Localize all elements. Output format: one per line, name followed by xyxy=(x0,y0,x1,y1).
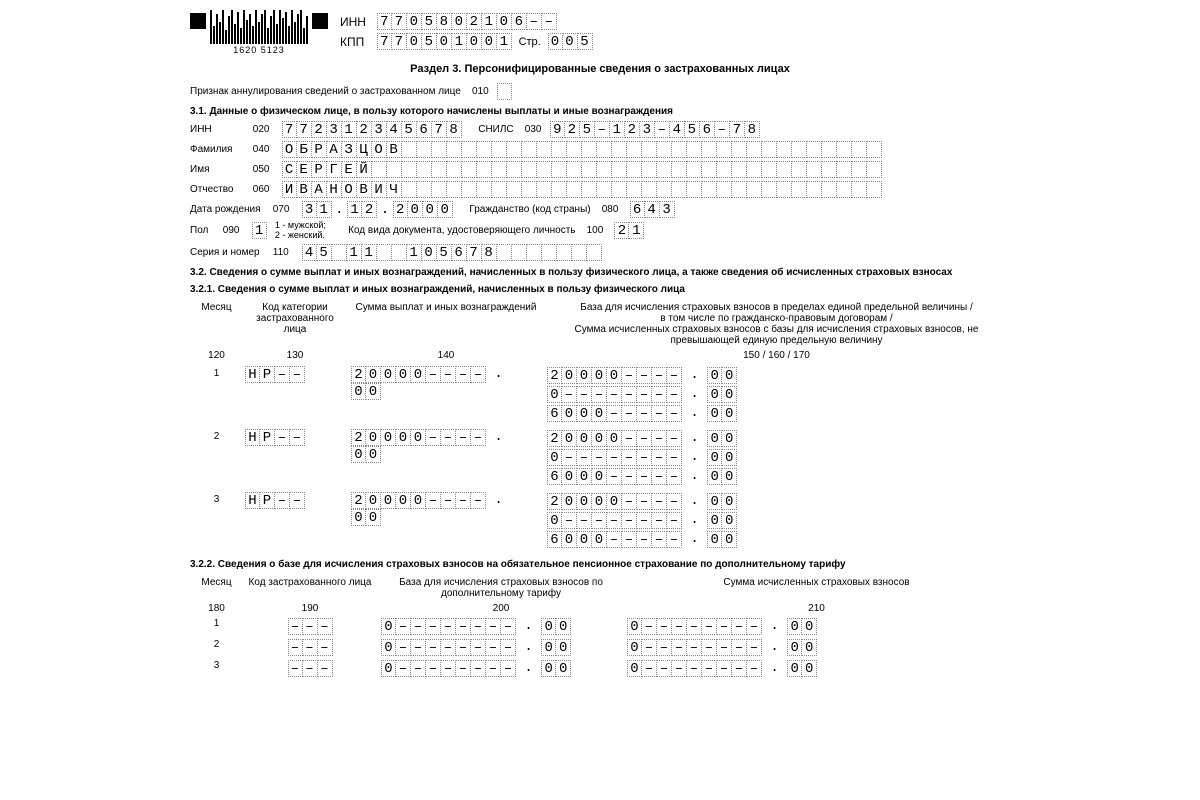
dob-dd: 31 xyxy=(302,201,332,218)
citiz-label: Гражданство (код страны) xyxy=(469,204,590,215)
citiz-cells: 643 xyxy=(630,201,675,218)
barcode-block: 1620 5123 xyxy=(190,10,328,55)
otch-code: 060 xyxy=(253,184,279,195)
form-header: 1620 5123 ИНН 7705802106–– КПП 770501001… xyxy=(190,10,1010,55)
snils-cells: 925–123–456–78 xyxy=(550,121,760,138)
s321-title: 3.2.1. Сведения о сумме выплат и иных во… xyxy=(190,284,1010,295)
annul-cell xyxy=(497,83,512,100)
s322-h1: Месяц xyxy=(192,576,241,600)
section-title: Раздел 3. Персонифицированные сведения о… xyxy=(190,63,1010,75)
p-inn-code: 020 xyxy=(253,124,279,135)
inn-label: ИНН xyxy=(340,15,374,29)
s322-title: 3.2.2. Сведения о базе для исчисления ст… xyxy=(190,559,1010,570)
dob-code: 070 xyxy=(273,204,299,215)
ser-label: Серия и номер xyxy=(190,247,270,258)
citiz-code: 080 xyxy=(602,204,619,215)
annul-label: Признак аннулирования сведений о застрах… xyxy=(190,86,461,97)
inn-cells: 7705802106–– xyxy=(377,13,557,30)
p-inn-cells: 772312345678 xyxy=(282,121,462,138)
s32-title: 3.2. Сведения о сумме выплат и иных возн… xyxy=(190,267,1010,278)
page-cells: 005 xyxy=(548,33,593,50)
kpp-label: КПП xyxy=(340,35,374,49)
sex-cells: 1 xyxy=(252,222,267,239)
kpp-cells: 770501001 xyxy=(377,33,512,50)
form-page: 1620 5123 ИНН 7705802106–– КПП 770501001… xyxy=(190,10,1010,680)
barcode-number: 1620 5123 xyxy=(210,45,308,55)
s322-h2: Код застрахованного лица xyxy=(243,576,377,600)
s321-h1: Месяц xyxy=(192,301,241,347)
sex-label: Пол xyxy=(190,225,220,236)
name-cells: СЕРГЕЙ xyxy=(282,161,882,178)
fam-cells: ОБРАЗЦОВ xyxy=(282,141,882,158)
fam-label: Фамилия xyxy=(190,144,250,155)
annul-row: Признак аннулирования сведений о застрах… xyxy=(190,83,1010,100)
s31-title: 3.1. Данные о физическом лице, в пользу … xyxy=(190,106,1010,117)
doc-code: 100 xyxy=(587,225,604,236)
sex-hint: 1 - мужской;2 - женский. xyxy=(275,221,326,241)
dob-label: Дата рождения xyxy=(190,204,270,215)
s321-h4: База для исчисления страховых взносов в … xyxy=(545,301,1008,347)
otch-label: Отчество xyxy=(190,184,250,195)
barcode: 1620 5123 xyxy=(210,10,308,55)
dob-yyyy: 2000 xyxy=(393,201,453,218)
snils-label: СНИЛС xyxy=(478,124,513,135)
s321-h3: Сумма выплат и иных вознаграждений xyxy=(349,301,543,347)
ser-cells: 4511105678 xyxy=(302,244,602,261)
page-label: Стр. xyxy=(519,36,541,48)
s321-h2: Код категории застрахованного лица xyxy=(243,301,347,347)
marker-left xyxy=(190,13,206,29)
marker-right xyxy=(312,13,328,29)
doc-cells: 21 xyxy=(614,222,644,239)
annul-code: 010 xyxy=(472,86,489,97)
sex-code: 090 xyxy=(223,225,249,236)
fam-code: 040 xyxy=(253,144,279,155)
dob-mm: 12 xyxy=(347,201,377,218)
s321-table: Месяц Код категории застрахованного лица… xyxy=(190,299,1010,553)
s322-h3: База для исчисления страховых взносов по… xyxy=(379,576,623,600)
ser-code: 110 xyxy=(273,247,299,258)
snils-code: 030 xyxy=(525,124,542,135)
doc-label: Код вида документа, удостоверяющего личн… xyxy=(348,225,575,236)
s322-table: Месяц Код застрахованного лица База для … xyxy=(190,574,1010,680)
name-code: 050 xyxy=(253,164,279,175)
s322-h4: Сумма исчисленных страховых взносов xyxy=(625,576,1008,600)
name-label: Имя xyxy=(190,164,250,175)
p-inn-label: ИНН xyxy=(190,124,250,135)
otch-cells: ИВАНОВИЧ xyxy=(282,181,882,198)
